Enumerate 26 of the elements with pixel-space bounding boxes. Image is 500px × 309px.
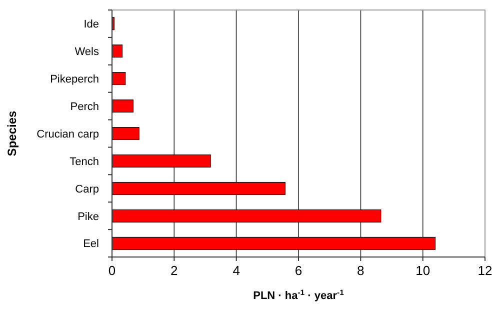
bar: [112, 72, 126, 86]
x-tick-label: 8: [357, 263, 364, 278]
y-tick-label: Eel: [83, 238, 99, 250]
bar: [112, 209, 382, 222]
x-tick-label: 0: [108, 263, 116, 278]
bar: [112, 127, 140, 140]
bar: [112, 182, 286, 195]
x-tick-label: 12: [478, 263, 492, 278]
x-axis-title: PLN · ha$^{-1}$ · year$^{-1}$: [253, 288, 345, 302]
bar: [112, 236, 436, 250]
y-tick-label: Ide: [84, 18, 99, 30]
y-tick-label: Crucian carp: [36, 128, 99, 140]
bar: [112, 44, 123, 58]
y-tick-label: Carp: [75, 183, 99, 196]
x-tick-label: 4: [232, 263, 240, 278]
x-tick-label: 10: [416, 263, 430, 278]
x-tick-label: 6: [294, 263, 302, 278]
bar: [112, 100, 134, 113]
y-tick-label: Perch: [70, 100, 99, 113]
x-tick-label: 2: [170, 263, 178, 278]
y-tick-label: Wels: [74, 46, 100, 58]
y-tick-label: Pikeperch: [50, 73, 99, 86]
bar: [112, 154, 211, 168]
y-tick-label: Tench: [70, 156, 99, 168]
y-tick-label: Pike: [78, 210, 99, 223]
y-axis-title: Species: [5, 110, 19, 156]
